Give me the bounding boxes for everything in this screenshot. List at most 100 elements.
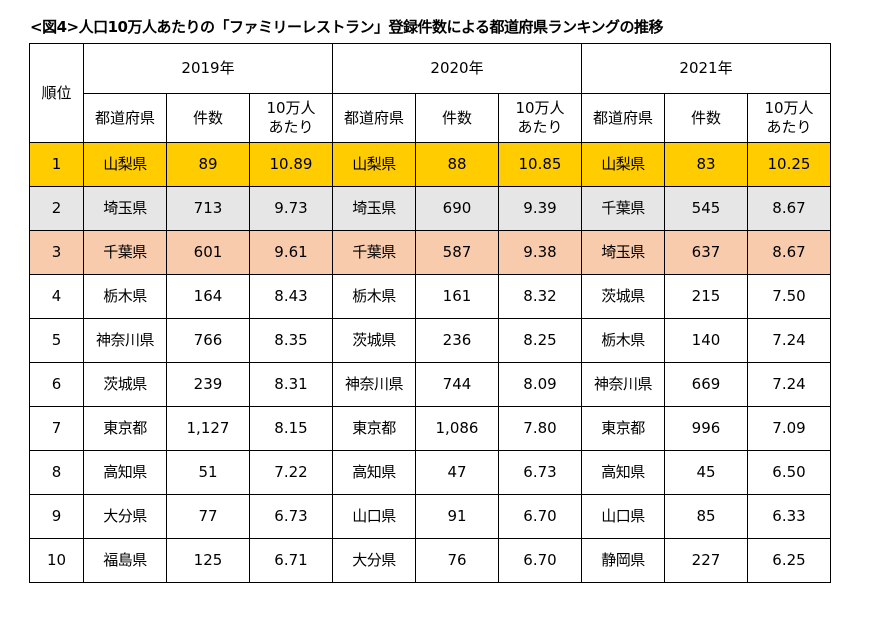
prefecture-cell: 福島県 bbox=[83, 538, 167, 583]
count-cell: 996 bbox=[664, 406, 748, 451]
rank-cell: 2 bbox=[29, 186, 84, 231]
per100k-cell: 8.09 bbox=[498, 362, 582, 407]
per100k-cell: 7.24 bbox=[747, 362, 831, 407]
count-cell: 51 bbox=[166, 450, 250, 495]
prefecture-header: 都道府県 bbox=[332, 93, 416, 143]
rank-cell: 8 bbox=[29, 450, 84, 495]
count-cell: 744 bbox=[415, 362, 499, 407]
prefecture-cell: 神奈川県 bbox=[581, 362, 665, 407]
count-cell: 1,127 bbox=[166, 406, 250, 451]
table-row: 3 千葉県 601 9.61 千葉県 587 9.38 埼玉県 637 8.67 bbox=[29, 230, 831, 275]
count-cell: 227 bbox=[664, 538, 748, 583]
per100k-cell: 8.43 bbox=[249, 274, 333, 319]
table-title: <図4>人口10万人あたりの「ファミリーレストラン」登録件数による都道府県ランキ… bbox=[30, 18, 664, 36]
prefecture-cell: 栃木県 bbox=[83, 274, 167, 319]
prefecture-cell: 山梨県 bbox=[581, 142, 665, 187]
per100k-cell: 6.25 bbox=[747, 538, 831, 583]
year-header-2020: 2020年 bbox=[332, 43, 582, 94]
count-cell: 89 bbox=[166, 142, 250, 187]
count-header: 件数 bbox=[415, 93, 499, 143]
rank-cell: 9 bbox=[29, 494, 84, 539]
count-cell: 85 bbox=[664, 494, 748, 539]
prefecture-cell: 茨城県 bbox=[581, 274, 665, 319]
prefecture-cell: 千葉県 bbox=[581, 186, 665, 231]
count-cell: 91 bbox=[415, 494, 499, 539]
prefecture-cell: 千葉県 bbox=[332, 230, 416, 275]
table-row: 2 埼玉県 713 9.73 埼玉県 690 9.39 千葉県 545 8.67 bbox=[29, 186, 831, 231]
table-row: 4 栃木県 164 8.43 栃木県 161 8.32 茨城県 215 7.50 bbox=[29, 274, 831, 319]
year-header-2019: 2019年 bbox=[83, 43, 333, 94]
count-cell: 47 bbox=[415, 450, 499, 495]
per100k-cell: 10.85 bbox=[498, 142, 582, 187]
per100k-cell: 7.24 bbox=[747, 318, 831, 363]
per100k-cell: 9.73 bbox=[249, 186, 333, 231]
per100k-cell: 8.35 bbox=[249, 318, 333, 363]
prefecture-cell: 山梨県 bbox=[83, 142, 167, 187]
per100k-cell: 8.67 bbox=[747, 186, 831, 231]
count-cell: 140 bbox=[664, 318, 748, 363]
rank-cell: 10 bbox=[29, 538, 84, 583]
per100k-cell: 6.33 bbox=[747, 494, 831, 539]
per100k-cell: 9.38 bbox=[498, 230, 582, 275]
prefecture-cell: 埼玉県 bbox=[332, 186, 416, 231]
per100k-cell: 7.22 bbox=[249, 450, 333, 495]
year-header-2021: 2021年 bbox=[581, 43, 831, 94]
prefecture-cell: 栃木県 bbox=[332, 274, 416, 319]
count-cell: 1,086 bbox=[415, 406, 499, 451]
prefecture-cell: 高知県 bbox=[332, 450, 416, 495]
prefecture-cell: 茨城県 bbox=[83, 362, 167, 407]
per100k-cell: 6.70 bbox=[498, 494, 582, 539]
prefecture-cell: 静岡県 bbox=[581, 538, 665, 583]
prefecture-cell: 神奈川県 bbox=[332, 362, 416, 407]
prefecture-cell: 東京都 bbox=[581, 406, 665, 451]
per100k-cell: 9.61 bbox=[249, 230, 333, 275]
rank-cell: 6 bbox=[29, 362, 84, 407]
prefecture-header: 都道府県 bbox=[581, 93, 665, 143]
prefecture-cell: 東京都 bbox=[83, 406, 167, 451]
table-row: 5 神奈川県 766 8.35 茨城県 236 8.25 栃木県 140 7.24 bbox=[29, 318, 831, 363]
rank-cell: 4 bbox=[29, 274, 84, 319]
count-cell: 161 bbox=[415, 274, 499, 319]
per100k-cell: 8.15 bbox=[249, 406, 333, 451]
per100k-cell: 6.50 bbox=[747, 450, 831, 495]
prefecture-cell: 大分県 bbox=[83, 494, 167, 539]
count-cell: 766 bbox=[166, 318, 250, 363]
prefecture-cell: 高知県 bbox=[83, 450, 167, 495]
prefecture-cell: 東京都 bbox=[332, 406, 416, 451]
count-cell: 164 bbox=[166, 274, 250, 319]
count-cell: 545 bbox=[664, 186, 748, 231]
per100k-header: 10万人 あたり bbox=[498, 93, 582, 143]
prefecture-cell: 山口県 bbox=[332, 494, 416, 539]
per100k-cell: 10.25 bbox=[747, 142, 831, 187]
prefecture-cell: 大分県 bbox=[332, 538, 416, 583]
per100k-cell: 8.31 bbox=[249, 362, 333, 407]
count-cell: 125 bbox=[166, 538, 250, 583]
rank-cell: 5 bbox=[29, 318, 84, 363]
count-cell: 601 bbox=[166, 230, 250, 275]
count-cell: 215 bbox=[664, 274, 748, 319]
prefecture-header: 都道府県 bbox=[83, 93, 167, 143]
prefecture-cell: 山梨県 bbox=[332, 142, 416, 187]
count-cell: 669 bbox=[664, 362, 748, 407]
table-row: 7 東京都 1,127 8.15 東京都 1,086 7.80 東京都 996 7.09 bbox=[29, 406, 831, 451]
per100k-header: 10万人 あたり bbox=[249, 93, 333, 143]
prefecture-cell: 栃木県 bbox=[581, 318, 665, 363]
per100k-cell: 8.67 bbox=[747, 230, 831, 275]
table-row: 1 山梨県 89 10.89 山梨県 88 10.85 山梨県 83 10.25 bbox=[29, 142, 831, 187]
per100k-cell: 7.09 bbox=[747, 406, 831, 451]
count-cell: 236 bbox=[415, 318, 499, 363]
prefecture-cell: 茨城県 bbox=[332, 318, 416, 363]
rank-cell: 3 bbox=[29, 230, 84, 275]
per100k-cell: 6.70 bbox=[498, 538, 582, 583]
count-cell: 587 bbox=[415, 230, 499, 275]
per100k-cell: 9.39 bbox=[498, 186, 582, 231]
prefecture-cell: 千葉県 bbox=[83, 230, 167, 275]
per100k-cell: 7.80 bbox=[498, 406, 582, 451]
count-cell: 239 bbox=[166, 362, 250, 407]
count-cell: 76 bbox=[415, 538, 499, 583]
per100k-header: 10万人 あたり bbox=[747, 93, 831, 143]
per100k-cell: 10.89 bbox=[249, 142, 333, 187]
count-cell: 637 bbox=[664, 230, 748, 275]
prefecture-cell: 埼玉県 bbox=[581, 230, 665, 275]
prefecture-cell: 山口県 bbox=[581, 494, 665, 539]
